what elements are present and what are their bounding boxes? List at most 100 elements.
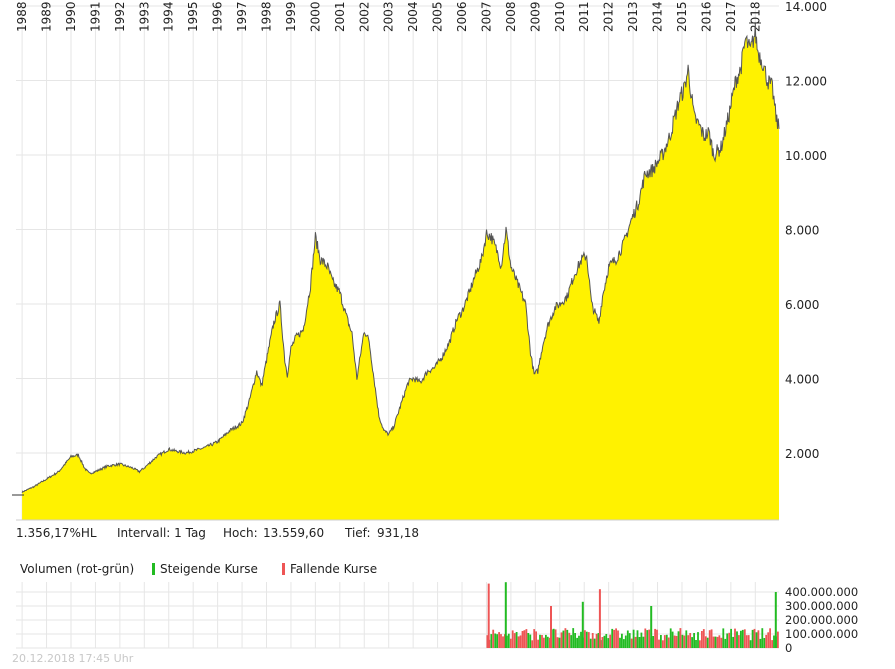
volume-bar	[712, 636, 715, 648]
volume-bar	[644, 628, 647, 648]
rising-legend-swatch	[152, 563, 155, 575]
volume-bar	[638, 637, 641, 648]
volume-bar	[693, 633, 695, 648]
volume-tick-label: 200.000.000	[785, 613, 858, 627]
volume-bar	[595, 633, 598, 648]
price-line	[21, 23, 780, 494]
x-tick-label: 2009	[528, 1, 542, 32]
volume-bar	[492, 629, 495, 648]
volume-bar	[511, 630, 514, 648]
volume-bar	[509, 638, 512, 648]
volume-bar	[546, 636, 549, 648]
volume-bar	[724, 638, 727, 648]
volume-bar	[706, 637, 709, 648]
x-tick-label: 2013	[626, 1, 640, 32]
x-tick-label: 2002	[357, 1, 371, 32]
volume-bar	[548, 637, 551, 648]
x-tick-label: 2005	[431, 1, 445, 32]
volume-bar	[716, 636, 719, 648]
x-tick-label: 1997	[235, 1, 249, 32]
interval-label: Intervall: 1 Tag	[117, 526, 206, 540]
volume-bar	[767, 632, 770, 648]
volume-bar	[652, 636, 654, 648]
volume-spike	[581, 601, 584, 648]
volume-bar	[611, 628, 614, 648]
high-value: 13.559,60	[263, 526, 324, 540]
x-tick-label: 2012	[602, 1, 616, 32]
x-tick-label: 1991	[88, 1, 102, 32]
x-tick-label: 1995	[186, 1, 200, 32]
x-tick-label: 2014	[651, 1, 665, 32]
volume-y-axis: 0100.000.000200.000.000300.000.000400.00…	[785, 585, 858, 655]
x-tick-label: 1990	[64, 1, 78, 32]
volume-bar	[718, 635, 721, 648]
volume-bar	[556, 637, 559, 648]
volume-bar	[769, 628, 771, 648]
rising-legend-label: Steigende Kurse	[160, 562, 258, 576]
volume-bar	[765, 634, 768, 648]
x-tick-label: 1993	[137, 1, 151, 32]
volume-bar	[763, 638, 766, 648]
price-x-axis: 1988 1989 1990 1991 1992 1993 1994 1995 1996 1997…	[15, 1, 762, 32]
volume-tick-label: 0	[785, 641, 792, 655]
volume-bar	[714, 636, 717, 648]
x-tick-label: 2016	[699, 1, 713, 32]
x-tick-label: 2007	[479, 1, 493, 32]
volume-bar	[654, 628, 656, 648]
volume-bar	[502, 636, 504, 648]
volume-bar	[734, 628, 736, 648]
x-tick-label: 1998	[260, 1, 274, 32]
volume-bar	[667, 637, 670, 648]
volume-bar	[558, 637, 561, 648]
volume-bar	[777, 631, 779, 648]
volume-bar	[591, 633, 594, 648]
x-tick-label: 1999	[284, 1, 298, 32]
volume-bar	[640, 632, 643, 648]
volume-bar	[730, 628, 732, 648]
volume-bar	[517, 636, 520, 648]
volume-bar	[574, 633, 576, 648]
x-tick-label: 1989	[40, 1, 54, 32]
volume-bar	[609, 634, 612, 648]
volume-bar	[619, 637, 621, 648]
volume-bar	[695, 640, 697, 648]
volume-bar	[525, 629, 528, 648]
low-value: 931,18	[377, 526, 419, 540]
volume-bar	[720, 637, 723, 648]
volume-bar	[621, 633, 623, 648]
volume-bar	[568, 632, 571, 648]
x-tick-label: 2010	[553, 1, 567, 32]
volume-bar	[531, 640, 534, 648]
volume-bar	[539, 634, 541, 648]
y-tick-label: 2.000	[785, 447, 819, 461]
volume-bar	[496, 634, 498, 648]
volume-spike	[550, 606, 552, 648]
volume-bar	[500, 634, 502, 648]
volume-bar	[740, 630, 742, 648]
volume-bar	[741, 629, 744, 648]
volume-bar	[632, 629, 635, 648]
volume-bar	[753, 628, 756, 648]
volume-bar	[626, 630, 629, 648]
volume-bar	[603, 635, 606, 648]
volume-bar	[757, 630, 760, 648]
volume-bar	[634, 636, 637, 648]
volume-bar	[679, 628, 682, 648]
volume-bar	[523, 630, 526, 648]
volume-bar	[498, 632, 500, 648]
volume-bar	[675, 635, 678, 648]
falling-legend-swatch	[282, 563, 285, 575]
price-area	[22, 23, 780, 521]
y-tick-label: 4.000	[785, 372, 819, 386]
volume-bar	[519, 635, 522, 648]
volume-bar	[677, 631, 680, 648]
volume-bar	[738, 635, 740, 648]
volume-bar	[494, 633, 497, 648]
x-tick-label: 2017	[724, 1, 738, 32]
y-tick-label: 12.000	[785, 74, 827, 88]
volume-bar	[617, 630, 619, 648]
change-percent: 1.356,17%HL	[16, 526, 97, 540]
volume-bar	[689, 633, 692, 648]
volume-bar	[580, 631, 582, 648]
